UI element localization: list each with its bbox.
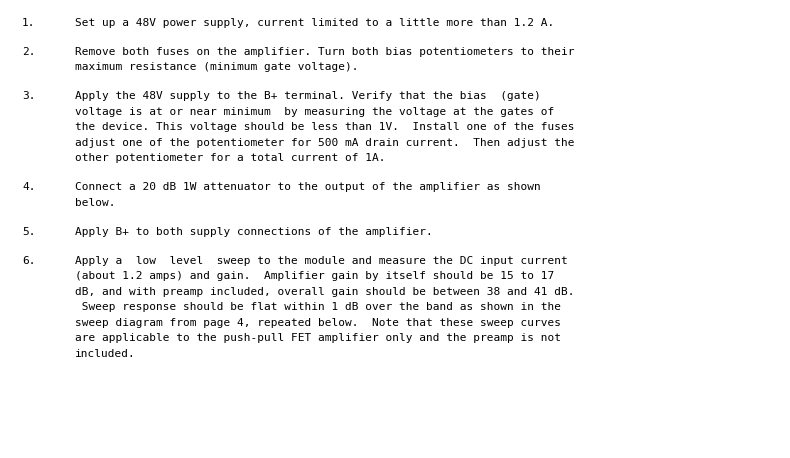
Text: 5.: 5.	[22, 227, 36, 237]
Text: Apply B+ to both supply connections of the amplifier.: Apply B+ to both supply connections of t…	[75, 227, 433, 237]
Text: Remove both fuses on the amplifier. Turn both bias potentiometers to their: Remove both fuses on the amplifier. Turn…	[75, 47, 574, 57]
Text: 1.: 1.	[22, 18, 36, 28]
Text: 2.: 2.	[22, 47, 36, 57]
Text: (about 1.2 amps) and gain.  Amplifier gain by itself should be 15 to 17: (about 1.2 amps) and gain. Amplifier gai…	[75, 272, 555, 282]
Text: Apply a  low  level  sweep to the module and measure the DC input current: Apply a low level sweep to the module an…	[75, 256, 568, 266]
Text: sweep diagram from page 4, repeated below.  Note that these sweep curves: sweep diagram from page 4, repeated belo…	[75, 318, 561, 328]
Text: Set up a 48V power supply, current limited to a little more than 1.2 A.: Set up a 48V power supply, current limit…	[75, 18, 555, 28]
Text: adjust one of the potentiometer for 500 mA drain current.  Then adjust the: adjust one of the potentiometer for 500 …	[75, 138, 574, 148]
Text: included.: included.	[75, 349, 136, 359]
Text: maximum resistance (minimum gate voltage).: maximum resistance (minimum gate voltage…	[75, 62, 359, 72]
Text: are applicable to the push-pull FET amplifier only and the preamp is not: are applicable to the push-pull FET ampl…	[75, 333, 561, 344]
Text: other potentiometer for a total current of 1A.: other potentiometer for a total current …	[75, 153, 386, 164]
Text: 4.: 4.	[22, 182, 36, 192]
Text: Connect a 20 dB 1W attenuator to the output of the amplifier as shown: Connect a 20 dB 1W attenuator to the out…	[75, 182, 540, 192]
Text: voltage is at or near minimum  by measuring the voltage at the gates of: voltage is at or near minimum by measuri…	[75, 107, 555, 117]
Text: Apply the 48V supply to the B+ terminal. Verify that the bias  (gate): Apply the 48V supply to the B+ terminal.…	[75, 92, 540, 102]
Text: 3.: 3.	[22, 92, 36, 102]
Text: Sweep response should be flat within 1 dB over the band as shown in the: Sweep response should be flat within 1 d…	[75, 302, 561, 312]
Text: 6.: 6.	[22, 256, 36, 266]
Text: dB, and with preamp included, overall gain should be between 38 and 41 dB.: dB, and with preamp included, overall ga…	[75, 287, 574, 297]
Text: below.: below.	[75, 198, 115, 208]
Text: the device. This voltage should be less than 1V.  Install one of the fuses: the device. This voltage should be less …	[75, 122, 574, 132]
